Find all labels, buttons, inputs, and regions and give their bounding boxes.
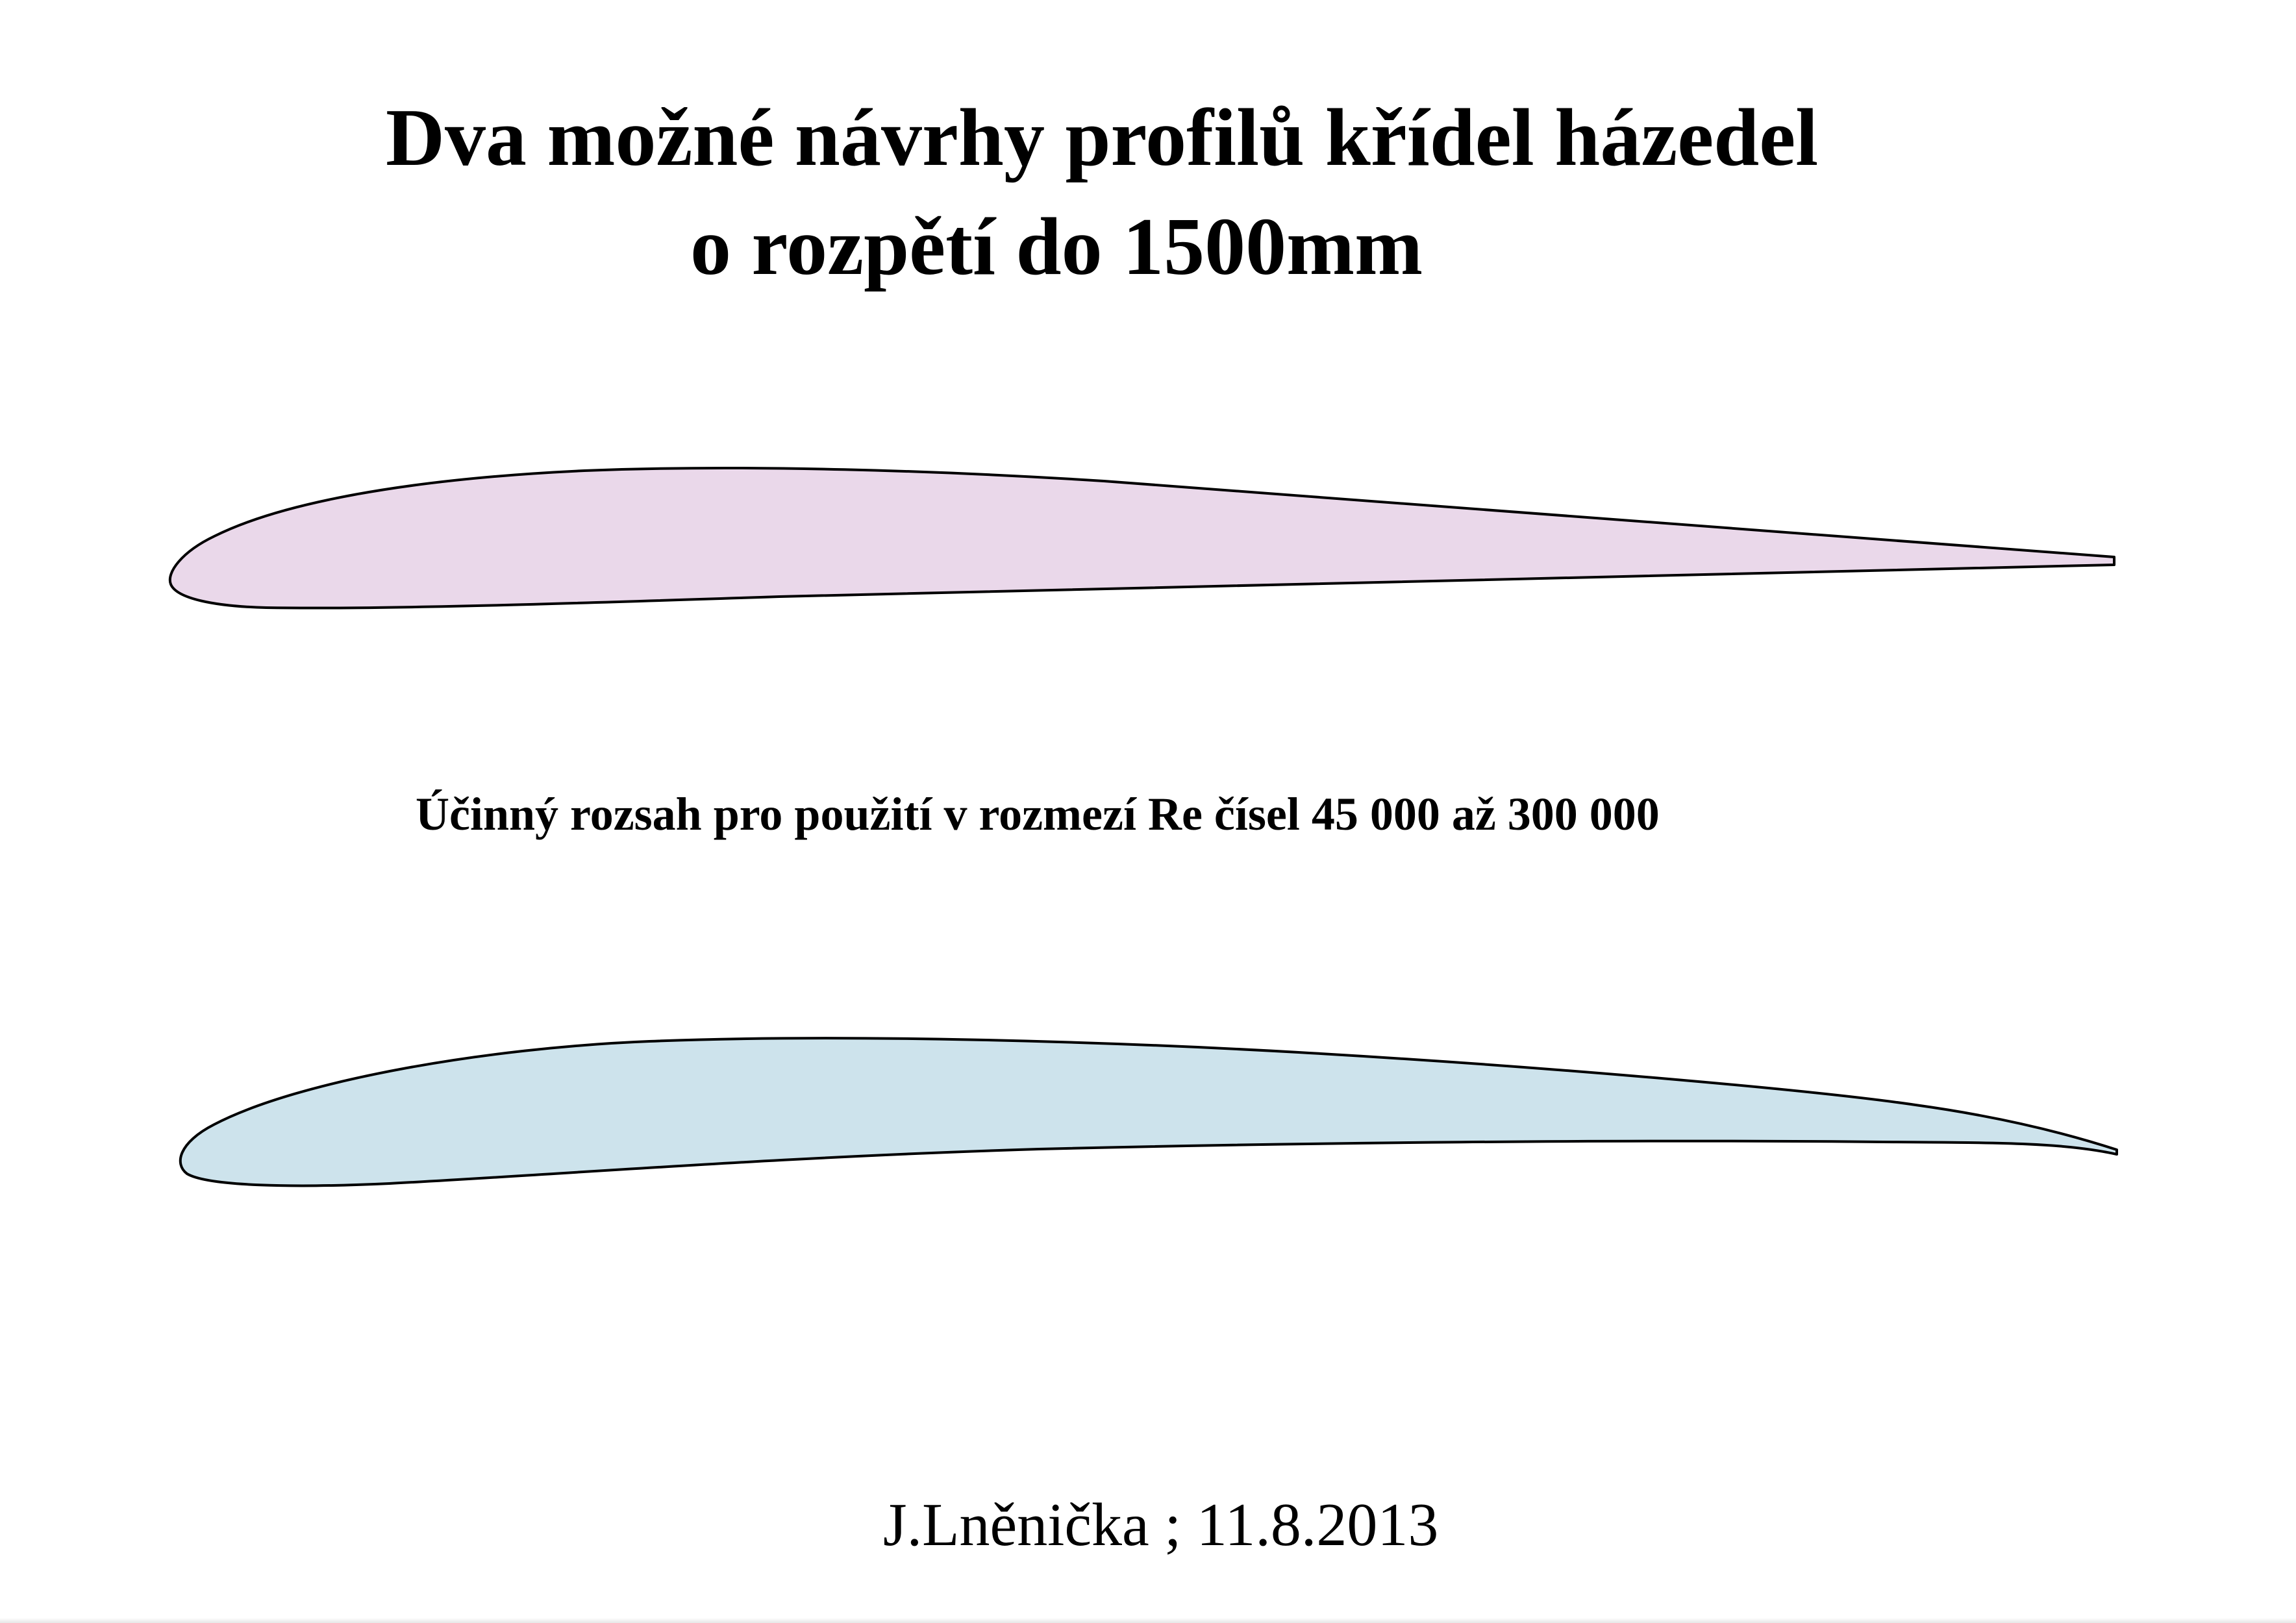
scan-edge-shadow xyxy=(0,1618,2296,1623)
title-line-2: o rozpětí do 1500mm xyxy=(690,202,1423,292)
author-and-date: J.Lněnička ; 11.8.2013 xyxy=(883,1491,1439,1559)
airfoil-profile-1 xyxy=(168,466,2115,610)
title-line-1: Dva možné návrhy profilů křídel házedel xyxy=(386,93,1819,183)
reynolds-range-note: Účinný rozsah pro použití v rozmezí Re č… xyxy=(416,788,1660,840)
airfoil-profile-2 xyxy=(179,1037,2118,1187)
